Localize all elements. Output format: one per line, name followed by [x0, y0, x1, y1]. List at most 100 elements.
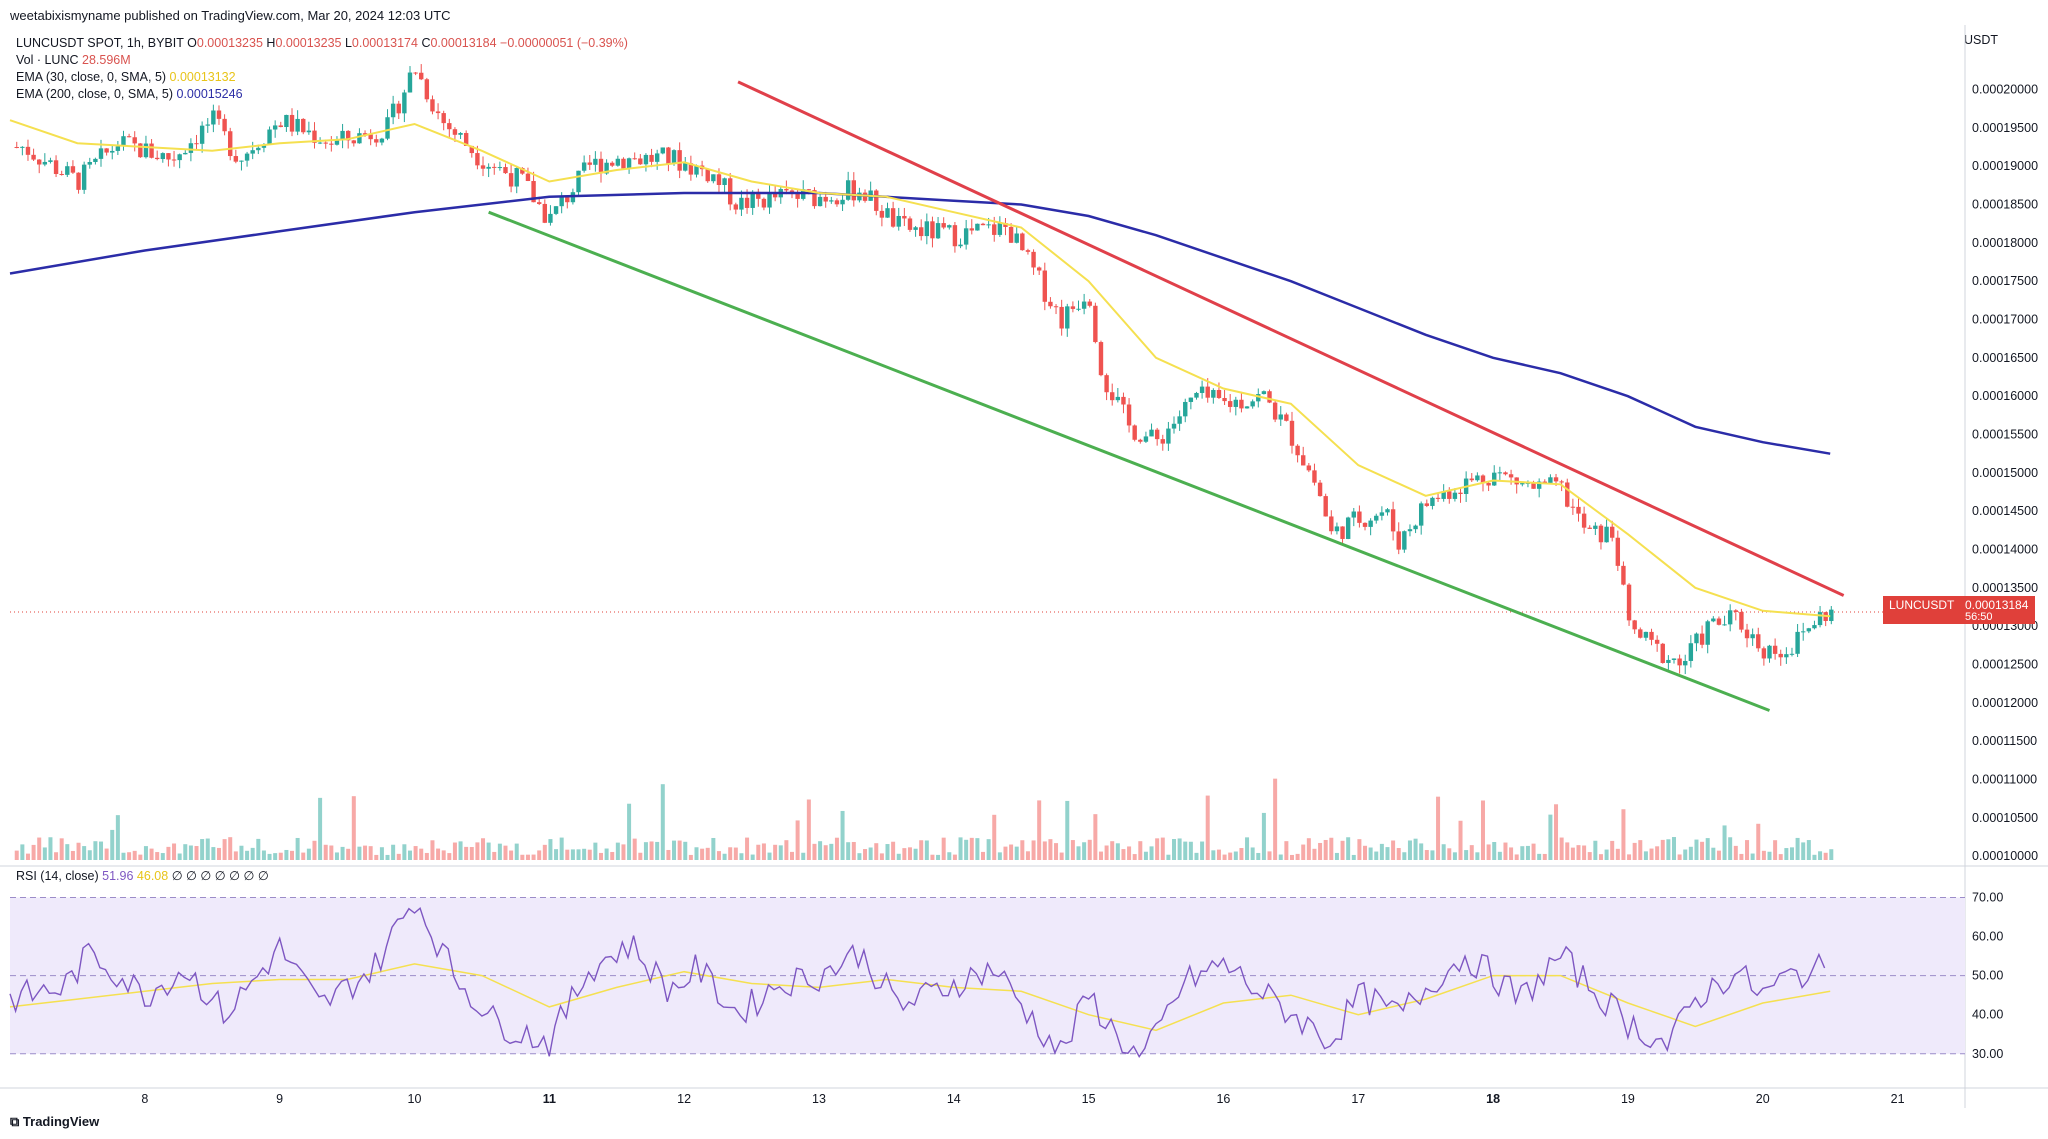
candle-body	[199, 125, 205, 144]
symbol-label[interactable]: LUNCUSDT SPOT, 1h, BYBIT	[16, 36, 184, 50]
volume-bar	[1127, 846, 1132, 860]
volume-bar	[885, 844, 890, 860]
volume-bar	[851, 841, 856, 860]
candle-body	[1565, 482, 1570, 507]
candle-body	[1508, 474, 1514, 478]
rsi-band	[10, 897, 1965, 1054]
volume-value: 28.596M	[82, 53, 131, 67]
volume-bar	[694, 847, 699, 860]
ema30-row: EMA (30, close, 0, SMA, 5) 0.00013132	[16, 69, 628, 86]
candle-body	[1110, 392, 1115, 401]
price-tick-label: 0.00015000	[1972, 466, 2038, 480]
volume-bar	[59, 838, 64, 860]
volume-bar	[1424, 850, 1429, 860]
candle-body	[110, 150, 115, 153]
volume-bar	[1671, 837, 1676, 860]
candle-body	[789, 190, 795, 195]
candle-body	[1542, 481, 1547, 483]
tradingview-logo[interactable]: ⧉ TradingView	[10, 1114, 99, 1130]
candle-body	[289, 114, 295, 132]
candle-body	[1396, 531, 1401, 550]
volume-bar	[1093, 814, 1098, 860]
candle-body	[525, 173, 531, 182]
candle-body	[222, 118, 227, 132]
price-tick-label: 0.00016500	[1972, 351, 2038, 365]
candle-body	[1452, 492, 1458, 499]
rsi-tick-label: 30.00	[1972, 1047, 2003, 1061]
volume-bar	[1020, 840, 1025, 860]
volume-bar	[1138, 841, 1143, 860]
volume-bar	[1716, 850, 1721, 860]
volume-bar	[1188, 841, 1193, 860]
time-tick-label: 15	[1082, 1092, 1096, 1106]
volume-bar	[1104, 845, 1109, 860]
volume-bar	[1570, 847, 1575, 860]
candle-body	[1649, 631, 1654, 640]
volume-bar	[1503, 842, 1508, 860]
candle-body	[671, 150, 677, 164]
volume-bar	[216, 847, 221, 860]
candle-body	[1643, 631, 1649, 638]
volume-bar	[1666, 839, 1671, 860]
volume-bar	[773, 844, 778, 860]
ema30-label[interactable]: EMA (30, close, 0, SMA, 5)	[16, 70, 167, 84]
candle-body	[626, 158, 632, 169]
volume-bar	[497, 843, 502, 860]
candle-body	[1604, 526, 1609, 543]
currency-label[interactable]: USDT	[1964, 33, 1999, 47]
tradingview-text: TradingView	[22, 1114, 100, 1129]
candle-body	[480, 165, 486, 169]
volume-bar	[1492, 841, 1497, 860]
candle-body	[1284, 414, 1289, 421]
time-tick-label: 14	[947, 1092, 961, 1106]
rsi-value: 51.96	[102, 869, 134, 883]
candle-body	[1020, 233, 1025, 251]
candle-body	[177, 154, 182, 161]
ema200-label[interactable]: EMA (200, close, 0, SMA, 5)	[16, 87, 174, 101]
candle-body	[1615, 537, 1621, 566]
volume-bar	[1143, 851, 1148, 860]
candle-body	[1789, 653, 1795, 655]
volume-bar	[806, 799, 811, 860]
candle-body	[194, 143, 199, 145]
candle-body	[907, 218, 913, 230]
rsi-tick-label: 40.00	[1972, 1008, 2003, 1022]
volume-label[interactable]: Vol · LUNC	[16, 53, 79, 67]
candle-body	[1194, 392, 1199, 398]
volume-bar	[1497, 851, 1502, 860]
volume-bar	[306, 848, 311, 860]
price-tick-label: 0.00010000	[1972, 849, 2038, 863]
volume-bar	[1363, 845, 1368, 860]
candle-body	[851, 180, 856, 201]
candle-body	[520, 167, 525, 174]
volume-bar	[728, 847, 733, 860]
volume-bar	[1306, 838, 1311, 860]
candle-body	[65, 166, 70, 175]
volume-bar	[1228, 852, 1233, 860]
candle-body	[1475, 475, 1480, 481]
candle-body	[25, 146, 31, 155]
candle-body	[1424, 503, 1430, 506]
volume-bar	[907, 847, 912, 860]
candle-body	[992, 224, 997, 235]
candle-body	[581, 162, 587, 171]
volume-bar	[121, 852, 126, 860]
candle-body	[1081, 301, 1087, 309]
volume-bar	[660, 784, 665, 860]
low-value: 0.00013174	[351, 36, 418, 50]
candle-body	[744, 197, 750, 208]
candle-body	[733, 204, 739, 210]
volume-bar	[1121, 849, 1126, 860]
candle-body	[885, 208, 890, 218]
candle-body	[1593, 525, 1598, 529]
volume-bar	[1132, 854, 1137, 860]
close-label: C	[421, 36, 431, 50]
volume-bar	[379, 847, 384, 860]
candle-body	[14, 147, 19, 148]
rsi-label[interactable]: RSI (14, close)	[16, 869, 99, 883]
candle-body	[1418, 503, 1424, 526]
candle-body	[975, 223, 980, 231]
candle-body	[1598, 525, 1604, 543]
candle-body	[806, 189, 812, 191]
